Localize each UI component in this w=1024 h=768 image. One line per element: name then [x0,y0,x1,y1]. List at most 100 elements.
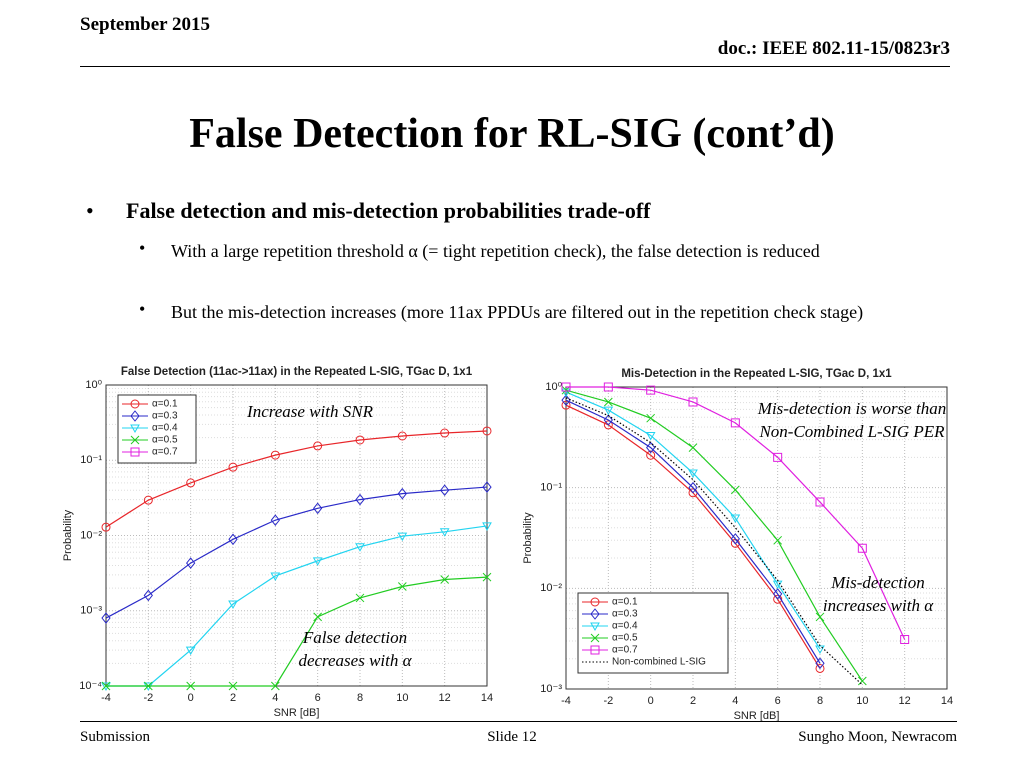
legend-label: α=0.3 [152,411,178,422]
x-axis-label: SNR [dB] [274,707,320,719]
marker [561,394,571,406]
marker [270,514,280,526]
marker [590,622,600,632]
marker [313,441,323,451]
y-tick-label: 10⁻² [80,529,102,541]
marker [143,495,153,505]
footer-right: Sungho Moon, Newracom [798,729,957,745]
legend-label: α=0.1 [152,399,178,410]
marker [397,431,407,441]
series-line [105,430,488,528]
marker [101,681,111,691]
marker [355,435,365,445]
bullet-dot: • [139,238,146,258]
marker [313,502,323,515]
x-tick-label: 2 [690,695,696,707]
x-tick-label: 8 [817,695,823,707]
marker [482,522,492,531]
sub-bullet: With a large repetition threshold α (= t… [171,241,820,261]
marker [773,452,783,462]
marker [603,382,613,392]
x-tick-label: 10 [856,695,868,707]
slide-title: False Detection for RL-SIG (cont’d) [189,111,835,157]
marker [900,635,910,645]
marker [646,450,656,460]
marker [688,469,698,478]
marker [270,572,281,581]
x-tick-label: 10 [396,692,408,704]
marker [397,582,407,591]
marker [482,572,492,582]
marker [646,413,656,423]
y-tick-label: 10⁻³ [80,605,102,617]
marker [561,382,571,392]
marker [815,657,825,670]
marker [590,608,600,620]
marker [815,612,825,622]
x-tick-label: 8 [357,692,363,704]
marker [439,528,450,537]
bullet-dot: • [86,198,94,223]
marker [482,426,492,436]
sub-bullet: But the mis-detection increases (more 11… [171,302,864,322]
legend-label: α=0.1 [612,597,638,608]
bullet-dot: • [139,299,146,319]
legend-label: α=0.4 [152,423,178,434]
y-tick-label: 10⁰ [545,381,562,393]
x-tick-label: 6 [315,692,321,704]
marker [228,462,238,472]
marker [590,597,600,607]
marker [355,593,365,603]
marker [186,557,196,569]
legend-label: Non-combined L-SIG [612,657,706,668]
marker [143,681,153,691]
series-line [106,576,488,687]
marker [186,681,196,691]
marker [815,497,825,507]
marker [440,484,450,496]
footer-rule [80,721,957,722]
legend-label: α=0.3 [612,609,638,620]
date: September 2015 [80,14,210,35]
x-tick-label: -4 [561,695,571,707]
plot-frame [105,384,488,687]
y-tick-label: 10⁻¹ [540,482,562,494]
marker [730,485,740,495]
marker [397,487,407,500]
x-tick-label: 14 [941,695,953,707]
marker [101,522,111,532]
y-axis-label: Probability [522,512,534,564]
legend-label: α=0.5 [152,435,178,446]
marker [397,532,408,542]
marker [730,533,740,545]
x-tick-label: 4 [272,692,278,704]
y-tick-label: 10⁻³ [540,683,562,695]
marker [645,431,656,441]
y-tick-label: 10⁰ [85,379,102,391]
series-line [105,486,488,619]
marker [603,397,613,407]
series-line [565,389,863,682]
header-rule [80,66,950,67]
x-tick-label: 14 [481,692,493,704]
marker [440,428,450,438]
marker [603,414,613,426]
marker [355,493,365,506]
x-tick-label: 2 [230,692,236,704]
marker [773,588,783,600]
marker [313,612,323,622]
marker [143,589,153,602]
marker [186,478,196,488]
chart-title: Mis-Detection in the Repeated L-SIG, TGa… [621,368,892,380]
marker [590,633,600,643]
marker [228,533,238,546]
legend-label: α=0.7 [152,447,178,458]
legend-label: α=0.7 [612,645,638,656]
series-line [565,391,821,650]
chart-title: False Detection (11ac->11ax) in the Repe… [121,366,473,378]
x-axis-label: SNR [dB] [734,710,780,722]
marker [228,681,238,691]
annotation: Mis-detection is worse than Non-Combined… [757,399,947,441]
marker [603,406,614,416]
